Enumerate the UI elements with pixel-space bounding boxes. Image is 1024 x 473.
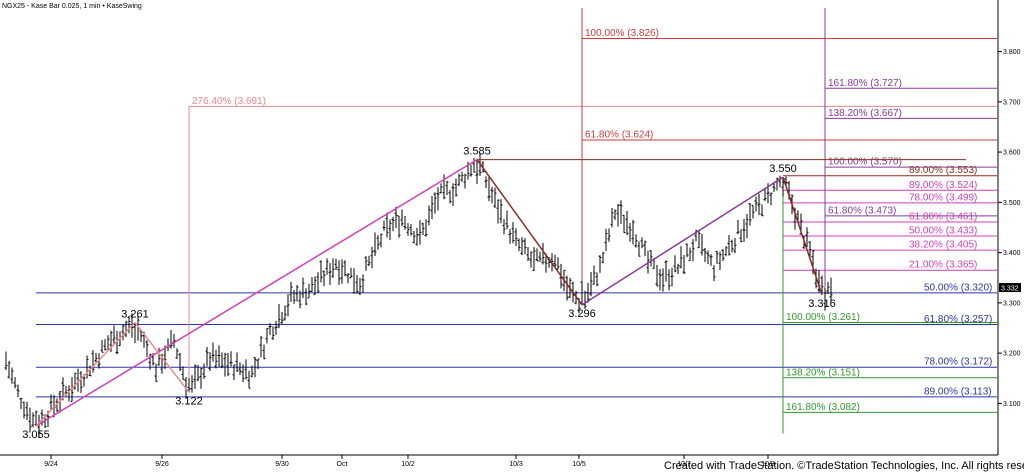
price-tick-label: 3.100 <box>1003 401 1021 408</box>
swing-trendline <box>134 322 190 393</box>
vertical-lines-layer <box>188 8 826 434</box>
fib-level-label: 78.00% (3.172) <box>924 357 992 368</box>
swing-price-label: 3.585 <box>463 146 491 158</box>
date-tick-label: 9/30 <box>275 461 289 468</box>
trendlines-layer <box>35 158 966 427</box>
date-tick-label: 9/24 <box>44 461 58 468</box>
date-tick-label: Oct <box>337 461 348 468</box>
swing-price-label: 3.122 <box>175 395 203 407</box>
price-tick-label: 3.300 <box>1003 300 1021 307</box>
swing-price-label: 3.316 <box>808 298 836 310</box>
price-tick-label: 3.200 <box>1003 351 1021 358</box>
last-price-marker: 3.332 <box>999 283 1021 293</box>
date-tick-label: 9/26 <box>155 461 169 468</box>
fib-level-label: 50.00% (3.320) <box>924 282 992 293</box>
price-tick-label: 3.500 <box>1003 200 1021 207</box>
chart-header: NGX25 - Kase Bar 0.025, 1 min • KaseSwin… <box>2 3 142 10</box>
price-axis: 3.800 3.700 3.600 3.500 3.400 3.300 3.200 3.100 <box>997 0 1021 455</box>
swing-trendline <box>782 176 823 296</box>
price-tick-label: 3.700 <box>1003 99 1021 106</box>
fib-level-label: 21.00% (3.365) <box>909 260 977 271</box>
swing-price-label: 3.550 <box>769 163 797 175</box>
fib-level-label: 61.80% (3.624) <box>585 130 653 141</box>
fib-level-label: 38.20% (3.405) <box>909 240 977 251</box>
price-tick-label: 3.600 <box>1003 150 1021 157</box>
price-bars-layer <box>4 152 833 439</box>
swing-labels-layer: 3.055 3.261 3.122 3.585 3.296 3.550 3.316 <box>22 146 836 441</box>
fib-level-label: 61.80% (3.461) <box>909 211 977 222</box>
swing-trendline <box>35 321 136 427</box>
date-tick-label: 10/2 <box>401 461 415 468</box>
fib-level-label: 100.00% (3.570) <box>828 157 902 168</box>
date-tick-label: 10/7 <box>677 461 691 468</box>
fib-level-label: 61.80% (3.473) <box>828 205 896 216</box>
fib-level-label: 161.80% (3.727) <box>828 78 902 89</box>
copyright-credit: Created with TradeStation. ©TradeStation… <box>664 460 1024 472</box>
date-tick-label: 10/5 <box>572 461 586 468</box>
fib-level-label: 89.00% (3.113) <box>924 386 992 397</box>
fib-level-label: 89.00% (3.524) <box>909 180 977 191</box>
date-tick-label: 10/3 <box>509 461 523 468</box>
swing-price-label: 3.261 <box>121 308 149 320</box>
date-axis: 9/24 9/26 9/30 Oct 10/2 10/3 10/5 10/7 10/8 <box>0 454 998 468</box>
fib-level-label: 100.00% (3.261) <box>786 312 860 323</box>
fib-level-label: 138.20% (3.151) <box>786 367 860 378</box>
fib-level-label: 78.00% (3.499) <box>909 192 977 203</box>
fib-level-label: 50.00% (3.433) <box>909 226 977 237</box>
swing-price-label: 3.296 <box>568 308 596 320</box>
last-price-box <box>999 283 1021 292</box>
swing-trendline <box>581 176 784 306</box>
fib-level-label: 61.80% (3.257) <box>924 314 992 325</box>
fib-levels-layer: 100.00% (3.826) 276.40% (3.691) 61.80% (3.… <box>36 28 997 413</box>
price-tick-label: 3.400 <box>1003 250 1021 257</box>
swing-trendline <box>476 159 583 306</box>
swing-price-label: 3.055 <box>22 429 50 441</box>
fib-level-label: 161.80% (3.082) <box>786 402 860 413</box>
date-tick-label: 10/8 <box>761 461 775 468</box>
fib-level-label: 100.00% (3.826) <box>585 28 659 39</box>
price-tick-label: 3.800 <box>1003 49 1021 56</box>
swing-trendline <box>35 158 478 427</box>
last-price-label: 3.332 <box>1001 286 1019 293</box>
fib-level-label: 138.20% (3.667) <box>828 108 902 119</box>
fib-level-label: 276.40% (3.691) <box>192 96 266 107</box>
fib-level-label: 89.00% (3.553) <box>909 165 977 176</box>
